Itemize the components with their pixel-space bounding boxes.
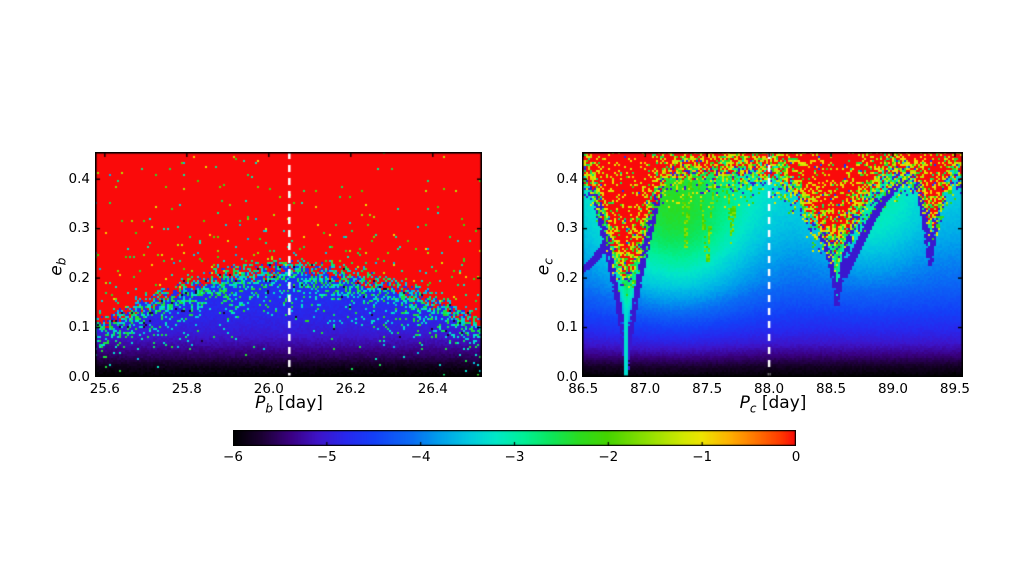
y-tick-label: 0.3 — [556, 220, 578, 237]
y-axis-label-ec: ec — [532, 237, 559, 297]
x-axis-label-pb: Pb [day] — [188, 392, 390, 419]
colorbar-tick-label: −2 — [598, 449, 619, 465]
x-axis-label-pc-subscript: c — [749, 401, 757, 416]
x-axis-label-pc: Pc [day] — [672, 392, 874, 419]
y-tick-label: 0.2 — [68, 269, 90, 286]
y-tick-label: 0.0 — [68, 368, 90, 385]
x-tick-label: 89.5 — [939, 381, 970, 397]
y-axis-label-ec-subscript: c — [541, 258, 556, 265]
x-axis-label-pc-symbol: P — [739, 393, 750, 413]
colorbar-tick-label: −3 — [504, 449, 525, 465]
x-tick-label: 26.2 — [335, 381, 366, 397]
heatmap-panel-pb — [95, 152, 482, 377]
y-tick-label: 0.4 — [68, 170, 90, 187]
x-tick-label: 26.4 — [417, 381, 448, 397]
y-axis-label-eb-subscript: b — [54, 257, 69, 266]
x-axis-label-pb-symbol: P — [255, 393, 266, 413]
x-tick-label: 26.0 — [253, 381, 284, 397]
x-axis-label-pb-subscript: b — [265, 401, 273, 416]
y-axis-label-eb: eb — [45, 237, 72, 297]
colorbar-tick-label: −6 — [223, 449, 243, 465]
y-tick-label: 0.4 — [556, 170, 578, 187]
y-tick-label: 0.2 — [556, 269, 578, 286]
colorbar-tick-label: −4 — [410, 449, 431, 465]
x-tick-label: 25.6 — [89, 381, 120, 397]
x-tick-label: 25.8 — [171, 381, 202, 397]
x-tick-label: 88.5 — [816, 381, 847, 397]
colorbar — [233, 430, 796, 446]
x-tick-label: 87.5 — [692, 381, 723, 397]
x-tick-label: 89.0 — [877, 381, 909, 397]
colorbar-tick-label: −1 — [692, 449, 713, 465]
x-tick-label: 87.0 — [630, 381, 661, 397]
y-tick-label: 0.1 — [556, 319, 578, 336]
colorbar-tick-label: −5 — [316, 449, 337, 465]
colorbar-tick-label: 0 — [791, 449, 801, 465]
x-tick-label: 86.5 — [568, 381, 599, 397]
x-axis-label-pb-unit: [day] — [272, 393, 323, 413]
x-axis-label-pc-unit: [day] — [756, 393, 807, 413]
y-tick-label: 0.0 — [556, 368, 578, 385]
y-tick-label: 0.3 — [68, 220, 90, 237]
heatmap-panel-pc — [582, 152, 963, 377]
y-tick-label: 0.1 — [68, 319, 90, 336]
x-tick-label: 88.0 — [754, 381, 785, 397]
